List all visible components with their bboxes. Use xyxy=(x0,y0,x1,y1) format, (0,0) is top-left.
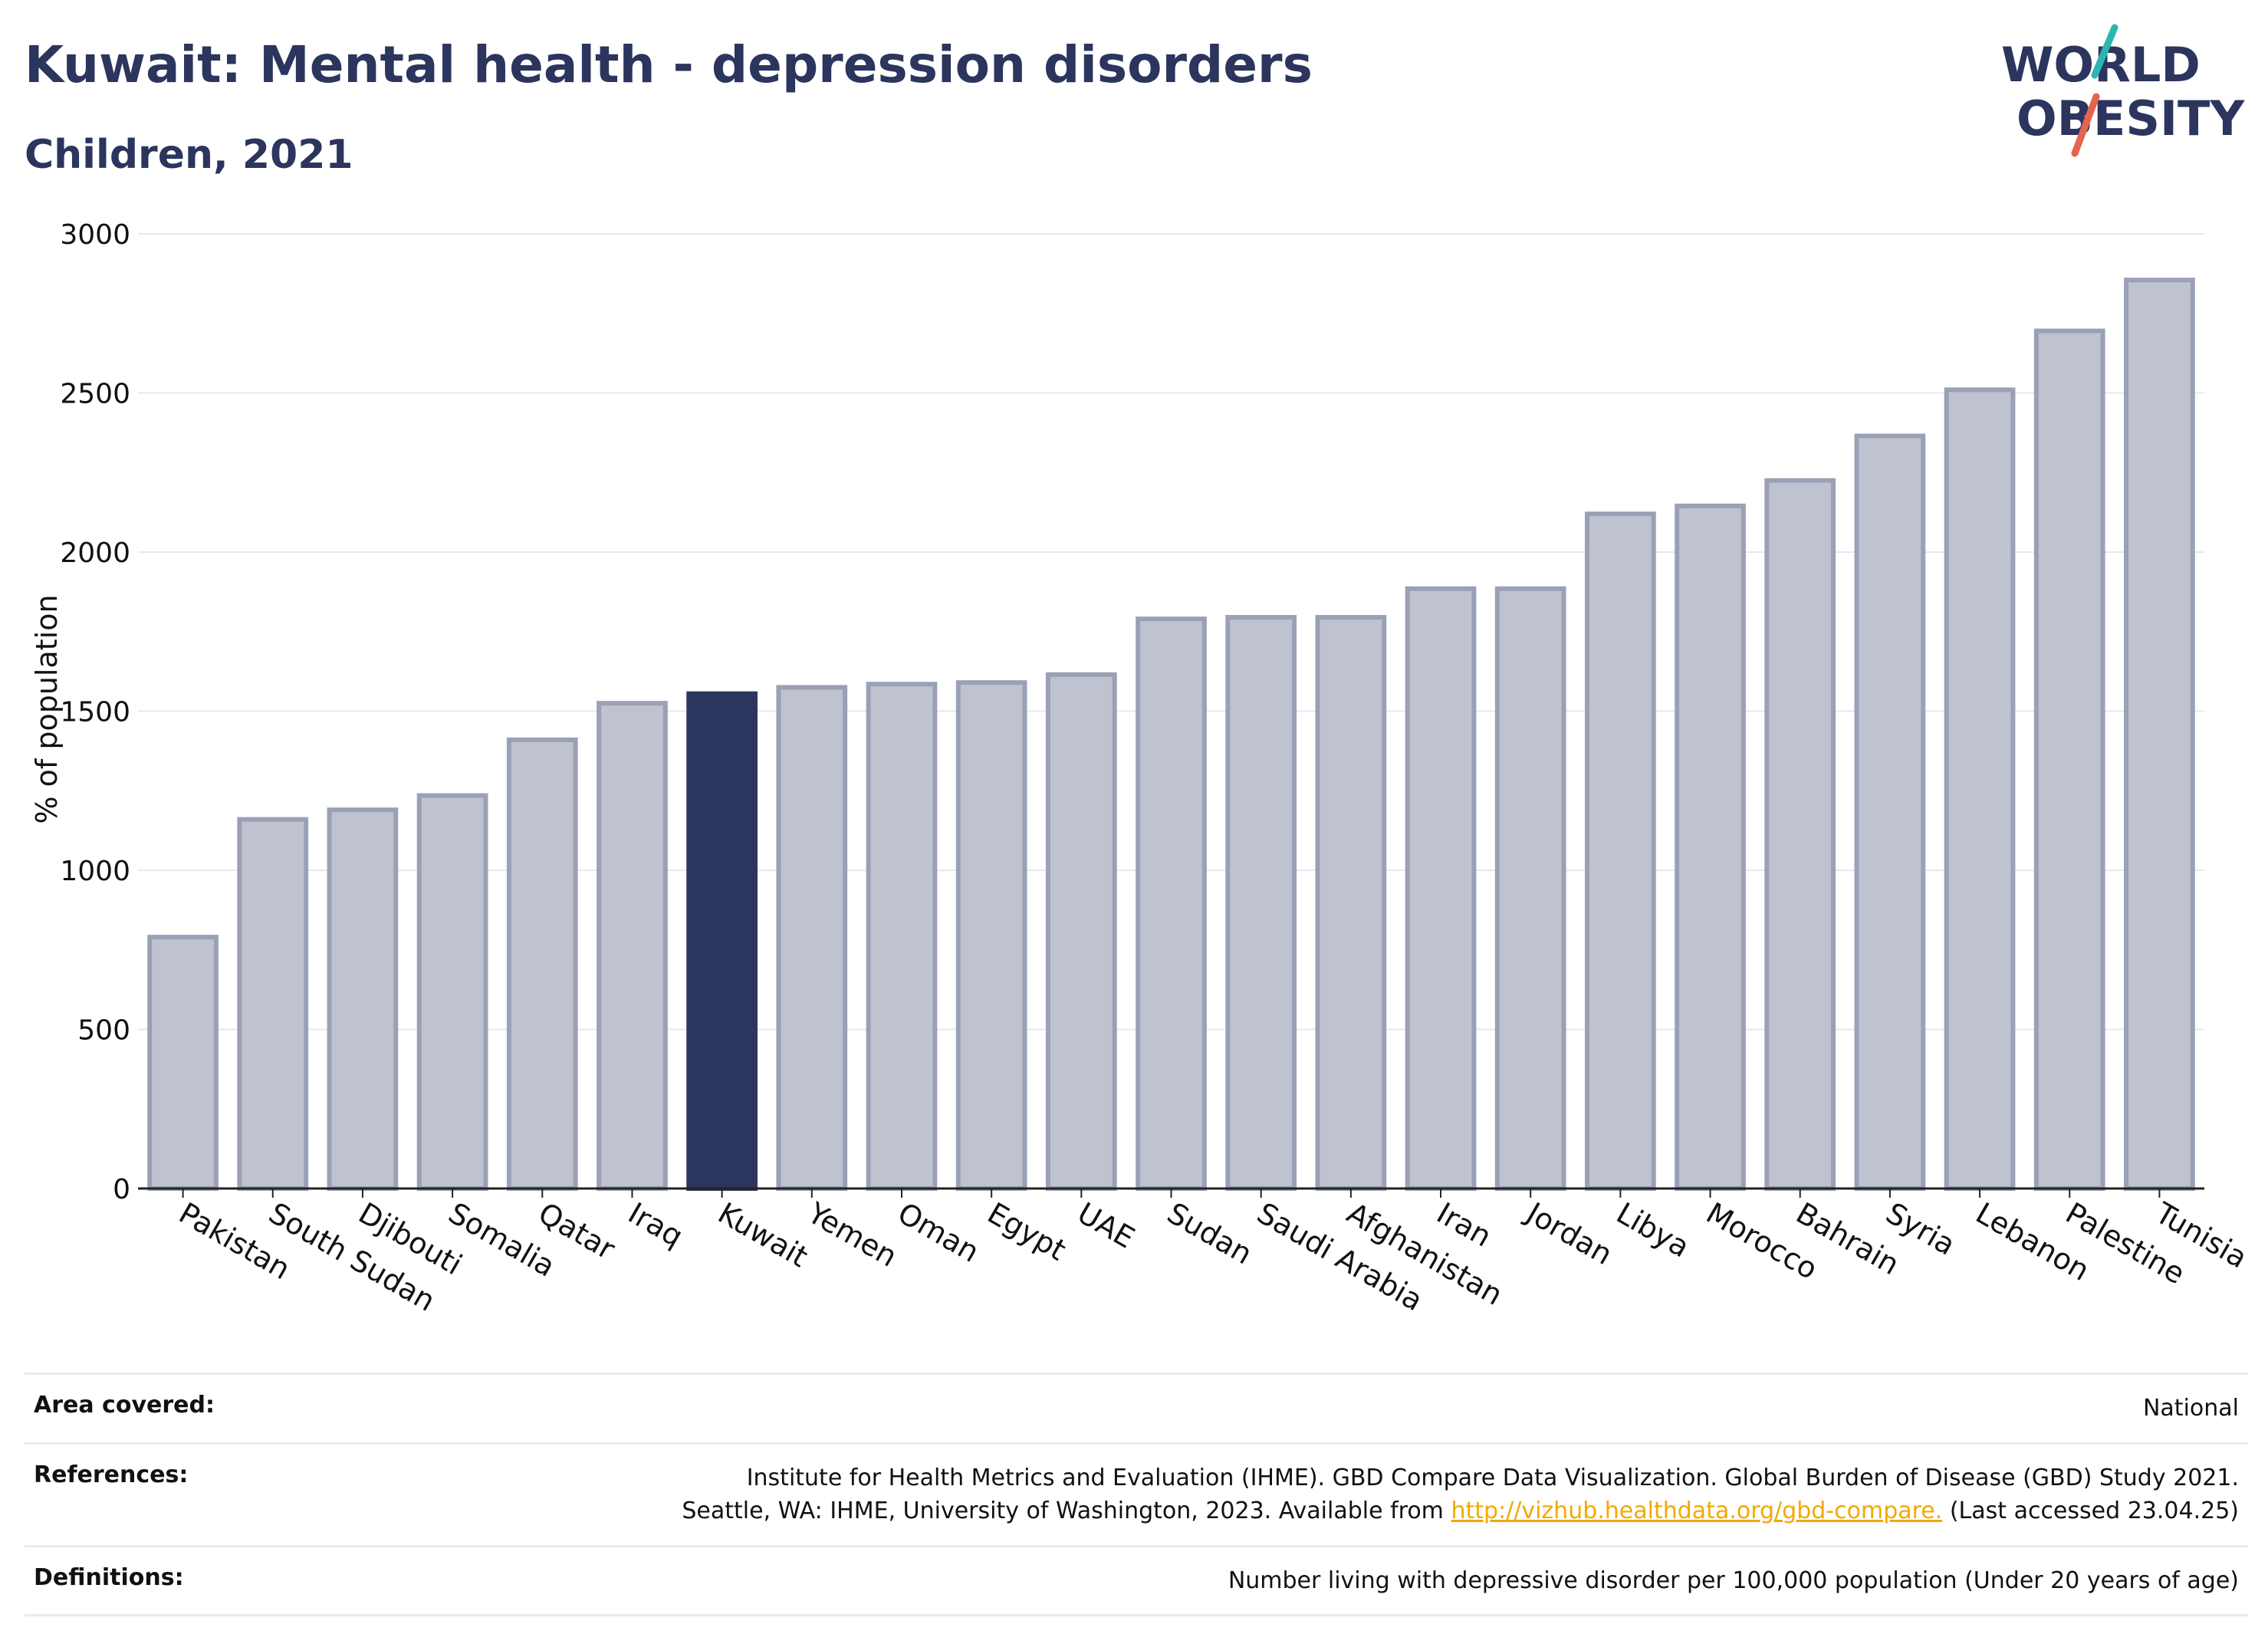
bar-iran xyxy=(1405,586,1477,1191)
bar-bahrain xyxy=(1764,478,1836,1191)
logo-slash-teal xyxy=(2091,24,2118,79)
x-tick-label: Oman xyxy=(892,1196,984,1269)
world-obesity-logo: WORLD OBESITY xyxy=(2001,24,2245,157)
x-tick-label: Egypt xyxy=(982,1196,1072,1267)
x-tick-label: Jordan xyxy=(1520,1195,1618,1272)
definitions-value: Number living with depressive disorder p… xyxy=(1228,1567,2239,1594)
bar-syria xyxy=(1854,433,1926,1191)
bar-uae xyxy=(1045,672,1117,1191)
bars xyxy=(147,278,2195,1192)
bar-tunisia xyxy=(2124,278,2195,1191)
logo-word-obesity: OBESITY xyxy=(2017,90,2245,146)
logo-slash-red xyxy=(2071,93,2100,157)
bar-morocco xyxy=(1675,503,1746,1191)
y-tick-label: 1000 xyxy=(60,856,130,887)
bar-jordan xyxy=(1494,586,1566,1191)
references-line-2-suffix: (Last accessed 23.04.25) xyxy=(1942,1498,2239,1524)
footer-row-definitions: Definitions: Number living with depressi… xyxy=(25,1544,2248,1616)
bar-somalia xyxy=(416,793,488,1191)
references-line-1: Institute for Health Metrics and Evaluat… xyxy=(746,1464,2239,1491)
bar-afghanistan xyxy=(1315,615,1387,1191)
y-axis-label: % of population xyxy=(30,594,64,824)
bar-lebanon xyxy=(1944,387,2016,1192)
x-tick-label: Sudan xyxy=(1162,1196,1258,1271)
x-tick-label: Iraq xyxy=(623,1196,689,1254)
y-tick-label: 2000 xyxy=(60,538,130,569)
x-tick-label: Kuwait xyxy=(712,1196,814,1274)
bar-libya xyxy=(1585,511,1656,1191)
x-tick-label: Libya xyxy=(1611,1196,1695,1264)
y-axis-ticks: 0 500 1000 1500 2000 2500 3000 xyxy=(60,219,130,1205)
bar-sudan xyxy=(1136,616,1207,1191)
bar-egypt xyxy=(955,680,1027,1191)
bar-iraq xyxy=(597,701,668,1191)
references-line-2: Seattle, WA: IHME, University of Washing… xyxy=(682,1494,2239,1528)
y-tick-label: 3000 xyxy=(60,219,130,251)
x-tick-label: UAE xyxy=(1072,1196,1140,1255)
bar-pakistan xyxy=(147,935,219,1192)
bar-saudi-arabia xyxy=(1225,615,1297,1191)
footer-row-area: Area covered: National xyxy=(25,1373,2248,1442)
bar-djibouti xyxy=(327,807,399,1192)
area-covered-label: Area covered: xyxy=(34,1392,215,1419)
definitions-label: Definitions: xyxy=(34,1563,184,1591)
bar-qatar xyxy=(506,737,578,1191)
references-line-2-text: Seattle, WA: IHME, University of Washing… xyxy=(682,1498,1451,1524)
chart-title: Kuwait: Mental health - depression disor… xyxy=(25,35,1313,94)
chart-subtitle: Children, 2021 xyxy=(25,132,353,178)
bar-palestine xyxy=(2033,328,2105,1192)
y-tick-label: 2500 xyxy=(60,379,130,410)
bar-kuwait xyxy=(686,691,758,1191)
footer-row-references: References: Institute for Health Metrics… xyxy=(25,1442,2248,1545)
bar-south-sudan xyxy=(237,817,309,1191)
references-link[interactable]: http://vizhub.healthdata.org/gbd-compare… xyxy=(1451,1498,1943,1524)
y-tick-label: 500 xyxy=(77,1015,130,1047)
references-value: Institute for Health Metrics and Evaluat… xyxy=(682,1461,2239,1528)
chart-footer: Area covered: National References: Insti… xyxy=(25,1373,2248,1616)
x-tick-label: Yemen xyxy=(801,1195,902,1274)
bar-oman xyxy=(866,682,938,1191)
bar-yemen xyxy=(776,685,848,1191)
area-covered-value: National xyxy=(2142,1395,2239,1422)
y-tick-label: 1500 xyxy=(60,697,130,728)
references-label: References: xyxy=(34,1461,189,1488)
y-tick-label: 0 xyxy=(113,1174,130,1205)
